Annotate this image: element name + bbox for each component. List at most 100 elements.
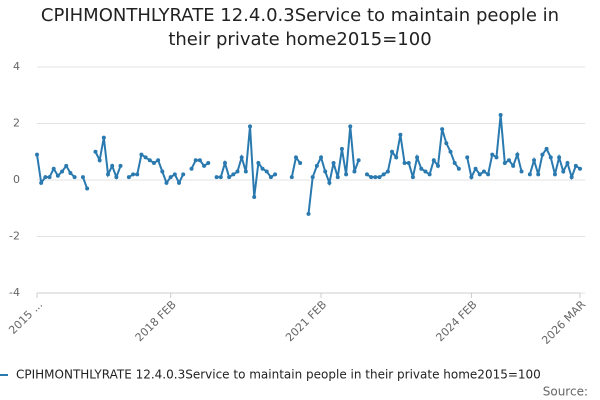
- x-tick-label: 2021 FEB: [283, 298, 329, 344]
- point: [298, 161, 303, 166]
- point: [231, 172, 236, 177]
- point: [519, 169, 524, 174]
- point: [469, 175, 474, 180]
- point: [156, 158, 161, 163]
- point: [527, 172, 532, 177]
- point: [327, 180, 332, 185]
- point: [93, 149, 98, 154]
- point: [256, 161, 261, 166]
- point: [143, 155, 148, 160]
- point: [415, 155, 420, 160]
- y-tick-label: 4: [13, 60, 20, 73]
- point: [394, 155, 399, 160]
- point: [390, 149, 395, 154]
- point: [126, 175, 131, 180]
- point: [569, 175, 574, 180]
- point: [557, 155, 562, 160]
- point: [448, 149, 453, 154]
- point: [47, 175, 52, 180]
- point: [206, 161, 211, 166]
- point: [177, 180, 182, 185]
- point: [440, 127, 445, 132]
- point: [168, 175, 173, 180]
- point: [477, 172, 482, 177]
- chart-title: CPIHMONTHLYRATE 12.4.0.3Service to maint…: [40, 5, 560, 50]
- point: [310, 175, 315, 180]
- point: [540, 152, 545, 157]
- y-tick-label: -4: [9, 286, 20, 299]
- point: [369, 175, 374, 180]
- point: [444, 141, 449, 146]
- point: [532, 158, 537, 163]
- point: [515, 152, 520, 157]
- point: [97, 158, 102, 163]
- point: [193, 158, 198, 163]
- point: [64, 163, 69, 168]
- point: [398, 132, 403, 137]
- point: [348, 124, 353, 129]
- x-tick-label: 2026 MAR: [539, 298, 588, 347]
- point: [331, 161, 336, 166]
- point: [494, 155, 499, 160]
- point: [101, 135, 106, 140]
- point: [264, 169, 269, 174]
- point: [323, 169, 328, 174]
- point: [227, 175, 232, 180]
- point: [473, 166, 478, 171]
- point: [151, 161, 156, 166]
- point: [85, 186, 90, 191]
- point: [243, 169, 248, 174]
- point: [465, 155, 470, 160]
- point: [565, 161, 570, 166]
- point: [373, 175, 378, 180]
- y-tick-label: 2: [13, 117, 20, 130]
- point: [506, 158, 511, 163]
- point: [544, 146, 549, 151]
- point: [486, 172, 491, 177]
- point: [552, 172, 557, 177]
- point: [573, 163, 578, 168]
- point: [160, 169, 165, 174]
- legend-label: CPIHMONTHLYRATE 12.4.0.3Service to maint…: [16, 368, 541, 382]
- point: [202, 163, 207, 168]
- point: [352, 169, 357, 174]
- point: [39, 180, 44, 185]
- point: [139, 152, 144, 157]
- point: [35, 152, 39, 157]
- point: [431, 158, 436, 163]
- point: [344, 172, 349, 177]
- point: [110, 163, 115, 168]
- source: Source:: [543, 385, 588, 399]
- series-line: [36, 114, 581, 215]
- point: [248, 124, 253, 129]
- point: [335, 175, 340, 180]
- point: [164, 180, 169, 185]
- point: [385, 169, 390, 174]
- point: [306, 211, 311, 216]
- point: [406, 161, 411, 166]
- point: [106, 172, 111, 177]
- point: [498, 113, 503, 118]
- point: [511, 163, 516, 168]
- point: [214, 175, 219, 180]
- point: [314, 163, 319, 168]
- point: [561, 169, 566, 174]
- point: [435, 163, 440, 168]
- point: [377, 175, 382, 180]
- point: [402, 161, 407, 166]
- point: [381, 172, 386, 177]
- y-tick-label: -2: [9, 230, 20, 243]
- point: [235, 169, 240, 174]
- point: [419, 166, 424, 171]
- point: [410, 175, 415, 180]
- y-tick-label: 0: [13, 173, 20, 186]
- point: [181, 172, 186, 177]
- point: [268, 175, 273, 180]
- point: [364, 172, 369, 177]
- point: [68, 170, 73, 175]
- point: [452, 161, 457, 166]
- point: [319, 155, 324, 160]
- point: [172, 172, 177, 177]
